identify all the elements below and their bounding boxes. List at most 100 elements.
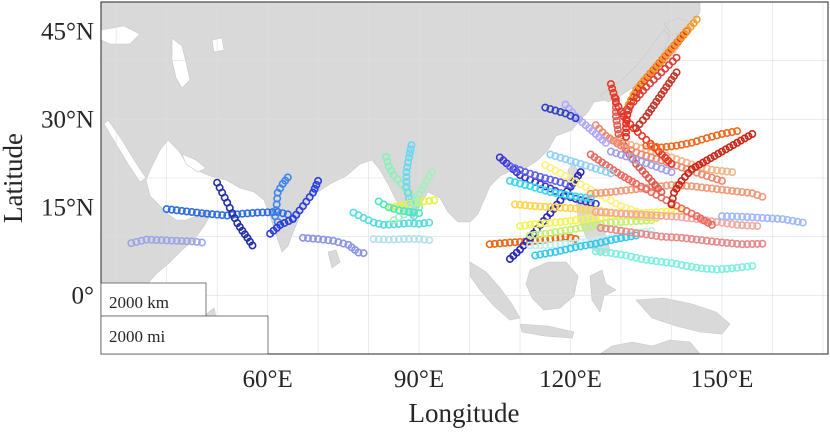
track-point [672, 141, 681, 150]
typhoon-track [127, 235, 206, 248]
y-tick-labels: 0° 15°N 30°N 45°N [41, 18, 94, 309]
track-point [738, 212, 747, 221]
track-point [609, 88, 618, 97]
track-point [798, 218, 807, 227]
inland-water [101, 25, 225, 183]
typhoon-track [561, 100, 610, 147]
track-point [717, 185, 726, 194]
track-point [712, 237, 721, 246]
scale-bar-mi-label: 2000 mi [109, 327, 165, 346]
island-sumatra [469, 261, 521, 321]
track-point [541, 202, 550, 211]
track-point [619, 109, 628, 118]
track-point [627, 228, 636, 237]
track-point [682, 261, 691, 270]
track-point [339, 239, 348, 248]
track-point [536, 172, 545, 181]
typhoon-track [374, 197, 424, 218]
track-point [622, 209, 631, 218]
track-point [606, 208, 615, 217]
track-point [723, 212, 732, 221]
typhoon-track [505, 176, 595, 203]
track-point [383, 157, 392, 166]
track-point [723, 238, 732, 247]
track-point [733, 127, 742, 136]
track-point [576, 204, 585, 213]
track-point [142, 235, 151, 244]
track-point [379, 220, 388, 229]
track-point [662, 258, 671, 267]
track-point [571, 204, 580, 213]
track-point [556, 108, 565, 117]
track-point [748, 261, 757, 270]
track-point [172, 206, 181, 215]
typhoon-tracks [127, 15, 807, 274]
track-point [632, 253, 641, 262]
red-sea [103, 119, 147, 183]
track-point [728, 212, 737, 221]
track-point [748, 240, 757, 249]
track-point [162, 205, 171, 214]
track-point [404, 194, 413, 203]
track-point [167, 205, 176, 214]
track-point [606, 236, 615, 245]
track-point [712, 175, 721, 184]
track-point [586, 194, 595, 203]
track-point [500, 238, 509, 247]
track-point [677, 140, 686, 149]
track-point [248, 241, 257, 250]
track-point [526, 201, 535, 210]
typhoon-track [546, 150, 615, 178]
typhoon-track [596, 223, 767, 249]
track-point [652, 231, 661, 240]
typhoon-track [606, 80, 676, 168]
track-point [556, 246, 565, 255]
track-point [606, 249, 615, 258]
typhoon-track [298, 233, 368, 258]
track-point [748, 213, 757, 222]
track-point [707, 220, 716, 229]
black-sea [101, 25, 141, 45]
track-point [717, 130, 726, 139]
track-point [662, 212, 671, 221]
track-point [738, 240, 747, 249]
track-point [614, 130, 623, 139]
track-point [551, 203, 560, 212]
track-point [324, 236, 333, 245]
track-point [399, 207, 408, 216]
track-point [420, 197, 429, 206]
track-point [667, 181, 676, 190]
track-point [717, 212, 726, 221]
track-point [768, 214, 777, 223]
track-point [591, 239, 600, 248]
track-point [758, 239, 767, 248]
track-point [384, 220, 393, 229]
track-point [521, 221, 530, 230]
track-point [546, 150, 555, 159]
track-point [407, 141, 416, 150]
track-point [586, 163, 595, 172]
track-point [642, 152, 651, 161]
track-point [379, 235, 388, 244]
track-point [586, 214, 595, 223]
track-point [288, 215, 297, 224]
track-point [556, 203, 565, 212]
track-point [561, 240, 570, 249]
track-point [485, 240, 494, 249]
track-point [613, 125, 622, 134]
track-point [642, 141, 651, 150]
track-point [278, 209, 287, 218]
track-point [748, 221, 757, 230]
typhoon-track [606, 147, 676, 177]
typhoon-track [271, 173, 292, 227]
track-point [596, 188, 605, 197]
x-tick-labels: 60°E 90°E 120°E 150°E [242, 366, 753, 393]
track-point [334, 238, 343, 247]
track-point [743, 221, 752, 230]
track-point [611, 249, 620, 258]
track-point [596, 223, 605, 232]
typhoon-track [667, 130, 757, 209]
track-point [692, 137, 701, 146]
